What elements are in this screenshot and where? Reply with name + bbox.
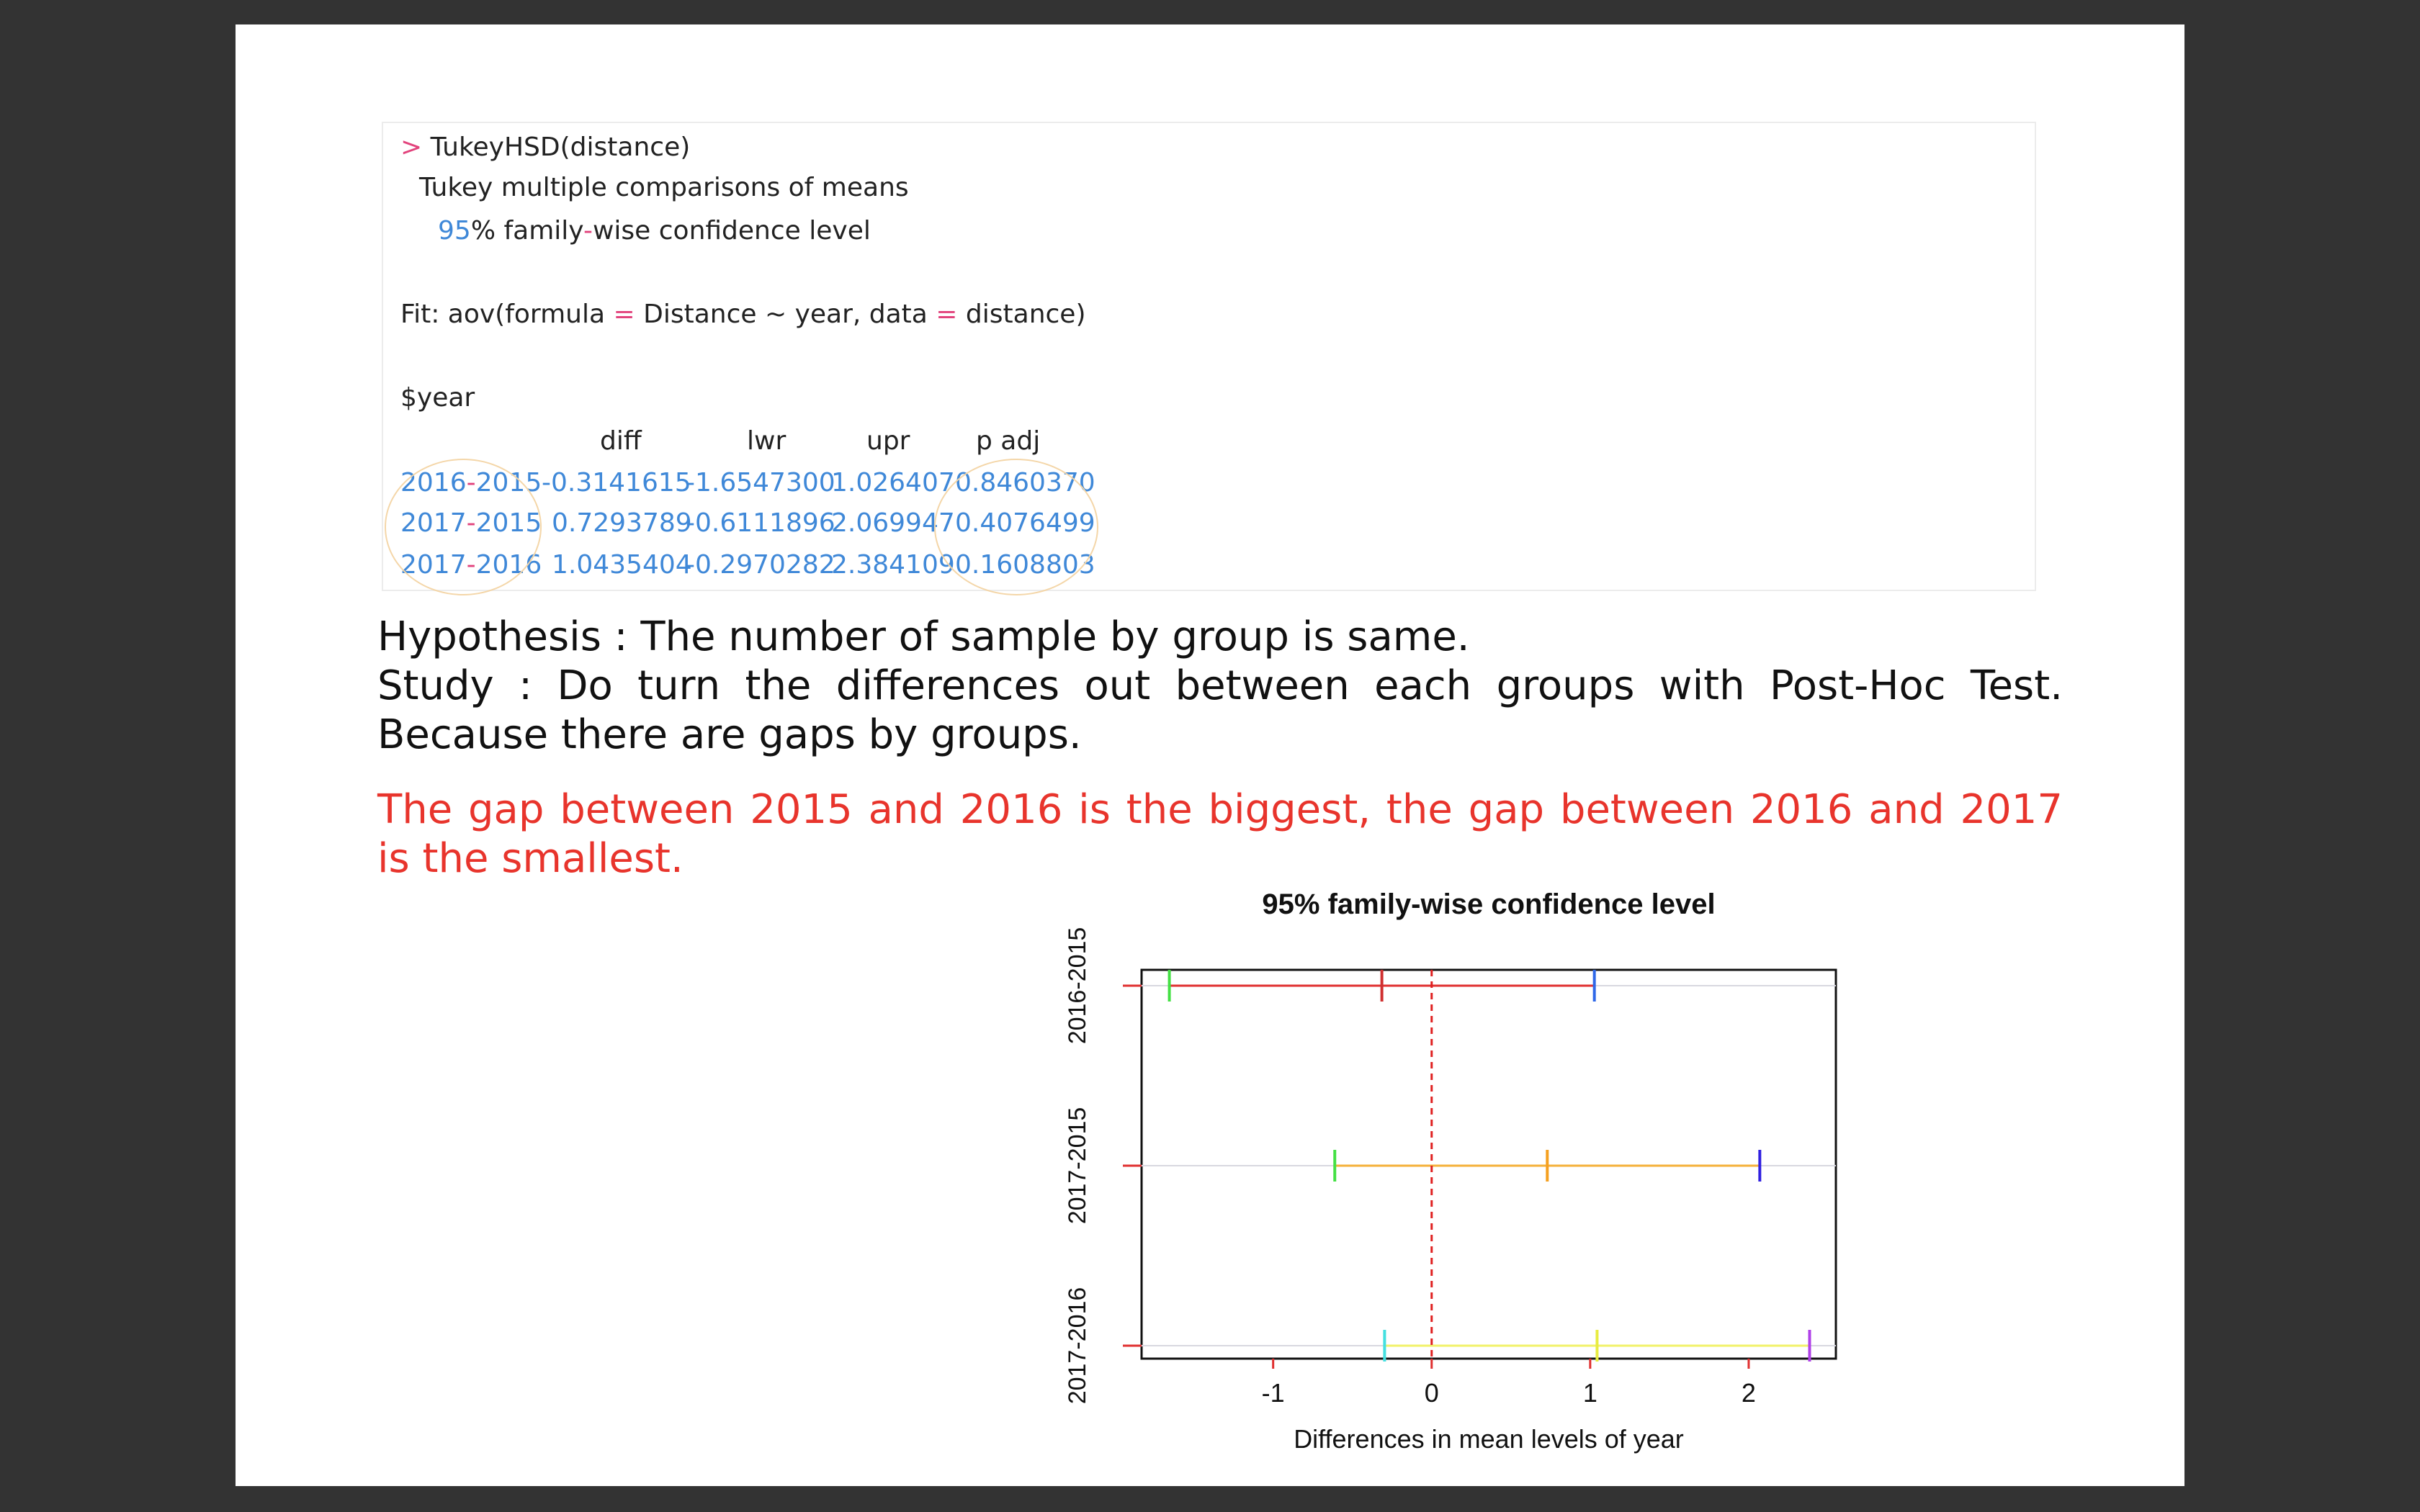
cell-lwr: -1.6547300 [686, 468, 835, 498]
conclusion-text: The gap between 2015 and 2016 is the big… [377, 786, 2063, 882]
confidence-number: 95 [438, 216, 471, 246]
column-header-padj: p adj [976, 426, 1041, 456]
cell-diff: -0.3141615 [542, 468, 691, 498]
confidence-dash: - [583, 216, 593, 246]
fit-line: Fit: aov(formula = Distance ~ year, data… [400, 299, 1086, 330]
output-heading: Tukey multiple comparisons of means [419, 173, 909, 202]
plot-frame [1140, 968, 1837, 1360]
confidence-text-a: % family [470, 216, 583, 246]
section-label: $year [400, 383, 475, 413]
column-header-upr: upr [866, 426, 910, 456]
chart-plot-area: 2016-2015 2017-2015 2017-2016 -1 0 1 2 [1064, 927, 1837, 1408]
slide: > TukeyHSD(distance) Tukey multiple comp… [236, 24, 2184, 1486]
confidence-line: 95% family-wise confidence level [438, 215, 871, 247]
cell-upr: 2.384109 [831, 550, 955, 580]
highlight-circle-padj [934, 459, 1098, 595]
r-console-output: > TukeyHSD(distance) Tukey multiple comp… [382, 122, 2036, 595]
chart-title: 95% family-wise confidence level [1262, 888, 1715, 920]
confidence-interval-chart: 95% family-wise confidence level 2016-20… [1064, 888, 1837, 1454]
x-tick-label: 1 [1583, 1378, 1597, 1408]
highlight-circle-labels [385, 459, 542, 595]
x-tick-label: -1 [1262, 1378, 1285, 1408]
cell-upr: 1.026407 [831, 468, 955, 498]
prompt-symbol: > [400, 132, 423, 162]
x-tick-label: 2 [1742, 1378, 1756, 1408]
cell-lwr: -0.6111896 [686, 508, 835, 538]
study-text: Study : Do turn the differences out betw… [377, 662, 2063, 758]
fit-equals-1: = [613, 300, 635, 329]
column-header-diff: diff [600, 426, 642, 456]
y-tick-label: 2016-2015 [1064, 927, 1091, 1045]
command-text: TukeyHSD(distance) [430, 132, 691, 162]
fit-text-b: Distance ~ year, data [635, 300, 936, 329]
x-axis-label: Differences in mean levels of year [1294, 1424, 1684, 1454]
fit-equals-2: = [936, 300, 958, 329]
hypothesis-text: Hypothesis : The number of sample by gro… [377, 613, 1470, 660]
command-line: > TukeyHSD(distance) [400, 132, 690, 163]
x-tick-label: 0 [1425, 1378, 1439, 1408]
y-tick-label: 2017-2015 [1064, 1107, 1091, 1225]
fit-text-a: Fit: aov(formula [400, 300, 614, 329]
fit-text-c: distance) [957, 300, 1086, 329]
cell-lwr: -0.2970282 [686, 550, 835, 580]
column-header-lwr: lwr [747, 426, 786, 456]
cell-diff: 0.7293789 [552, 508, 692, 538]
y-tick-label: 2017-2016 [1064, 1287, 1091, 1405]
confidence-text-b: wise confidence level [592, 216, 871, 246]
cell-diff: 1.0435404 [552, 550, 692, 580]
